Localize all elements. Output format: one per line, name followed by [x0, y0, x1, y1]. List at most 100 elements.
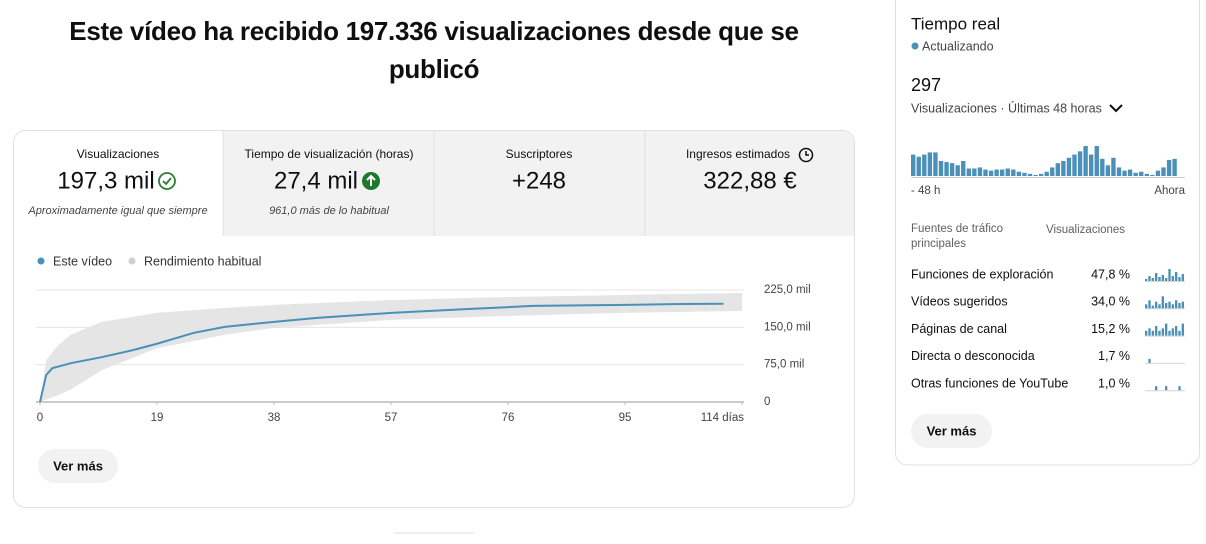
y-tick-label: 150,0 mil — [764, 321, 811, 333]
hourly-bar — [1094, 146, 1099, 176]
spark-bar — [1165, 386, 1168, 391]
x-tick-label: 38 — [268, 412, 281, 424]
spark-bar — [1148, 300, 1151, 309]
spark-bar — [1145, 279, 1148, 281]
hourly-bar — [966, 168, 971, 176]
hourly-bar — [933, 152, 938, 176]
x-tick-label: 95 — [619, 412, 632, 424]
hourly-bar — [1077, 151, 1083, 176]
legend-dot — [37, 257, 45, 265]
hourly-bar — [949, 163, 955, 176]
x-tick-label: 19 — [151, 412, 164, 424]
hourly-bar — [972, 168, 977, 176]
hourly-bar — [1072, 154, 1077, 176]
hourly-bar — [1022, 172, 1027, 176]
spark-bar — [1181, 323, 1184, 336]
hourly-bar — [911, 154, 916, 176]
traffic-percent: 1,0 % — [1098, 376, 1130, 390]
hourly-bar — [955, 165, 960, 176]
spark-bar — [1175, 272, 1178, 281]
metric-note: 961,0 más de lo habitual — [269, 205, 389, 217]
hourly-bar — [1016, 171, 1022, 176]
hourly-bar — [994, 169, 999, 176]
spark-bar — [1161, 275, 1164, 281]
spark-bar — [1168, 301, 1171, 309]
dropdown-icon[interactable] — [1109, 104, 1123, 113]
spark-bar — [1148, 358, 1151, 363]
hourly-bar — [1105, 165, 1111, 176]
hourly-bar — [1061, 161, 1066, 176]
spark-bar — [1178, 330, 1181, 336]
hourly-bar — [1050, 167, 1055, 176]
traffic-header: Fuentes de tráfico principales — [911, 223, 1004, 250]
hourly-bar — [1116, 167, 1122, 176]
spark-bar — [1165, 278, 1168, 281]
y-tick-label: 225,0 mil — [764, 284, 811, 296]
spark-bar — [1178, 386, 1181, 391]
traffic-source: Otras funciones de YouTube — [911, 376, 1068, 390]
traffic-value-header: Visualizaciones — [1046, 224, 1125, 236]
metric-label: Tiempo de visualización (horas) — [245, 147, 414, 161]
traffic-source: Páginas de canal — [911, 322, 1007, 336]
y-tick-label: 0 — [764, 396, 770, 408]
spark-bar — [1165, 323, 1168, 336]
traffic-source: Vídeos sugeridos — [911, 295, 1008, 309]
spark-bar — [1151, 305, 1154, 309]
hourly-bar — [1127, 169, 1133, 176]
check-icon — [162, 177, 172, 186]
metric-label: Visualizaciones — [77, 147, 160, 161]
hourly-bar — [1100, 158, 1105, 176]
hourly-bar — [922, 154, 927, 176]
axis-end: Ahora — [1154, 185, 1185, 197]
spark-bar — [1155, 386, 1158, 391]
clock-icon — [798, 147, 814, 163]
spark-bar — [1145, 330, 1148, 336]
traffic-percent: 15,2 % — [1091, 322, 1130, 336]
spark-bar — [1161, 296, 1164, 309]
up-icon — [366, 174, 376, 186]
metric-note: Aproximadamente igual que siempre — [27, 205, 207, 217]
button-label[interactable]: Ver más — [927, 423, 977, 438]
hourly-bar — [938, 161, 944, 176]
spark-bar — [1178, 277, 1181, 281]
button-label[interactable]: Ver más — [53, 458, 103, 473]
spark-bar — [1155, 273, 1158, 281]
x-tick-label: 0 — [37, 412, 43, 424]
check-icon — [158, 172, 176, 190]
see-more-button[interactable] — [38, 449, 118, 483]
hourly-bar — [1111, 157, 1116, 176]
hourly-bar — [1155, 170, 1161, 176]
spark-bar — [1148, 328, 1151, 336]
hourly-bar — [1089, 154, 1094, 176]
usual-range-band — [40, 292, 742, 402]
hourly-bar — [944, 162, 949, 176]
hourly-bar — [1122, 170, 1127, 176]
hourly-bar — [1066, 157, 1072, 176]
spark-bar — [1178, 302, 1181, 309]
legend-label: Rendimiento habitual — [144, 254, 261, 268]
hourly-bar — [983, 169, 988, 176]
x-tick-label: 114 días — [701, 412, 745, 424]
spark-bar — [1171, 328, 1174, 336]
spark-bar — [1158, 304, 1161, 309]
see-more-button[interactable] — [911, 414, 992, 448]
spark-bar — [1155, 326, 1158, 336]
hourly-bar — [1033, 174, 1038, 176]
realtime-title: Tiempo real — [911, 14, 1000, 33]
realtime-count: 297 — [911, 75, 941, 95]
spark-bar — [1168, 330, 1171, 336]
legend-dot — [128, 257, 136, 265]
tabs-bg — [223, 131, 854, 236]
axis-start: - 48 h — [911, 185, 940, 197]
spark-bar — [1151, 330, 1154, 336]
legend-label: Este vídeo — [53, 254, 112, 268]
hourly-bar — [1055, 163, 1060, 176]
hourly-bar — [961, 161, 966, 176]
hourly-bar — [1166, 159, 1172, 176]
metric-value: 197,3 mil — [57, 167, 154, 194]
hourly-bar — [1005, 168, 1010, 176]
spark-bar — [1181, 274, 1184, 281]
hourly-bar — [1139, 171, 1144, 176]
hourly-bar — [1172, 158, 1177, 176]
